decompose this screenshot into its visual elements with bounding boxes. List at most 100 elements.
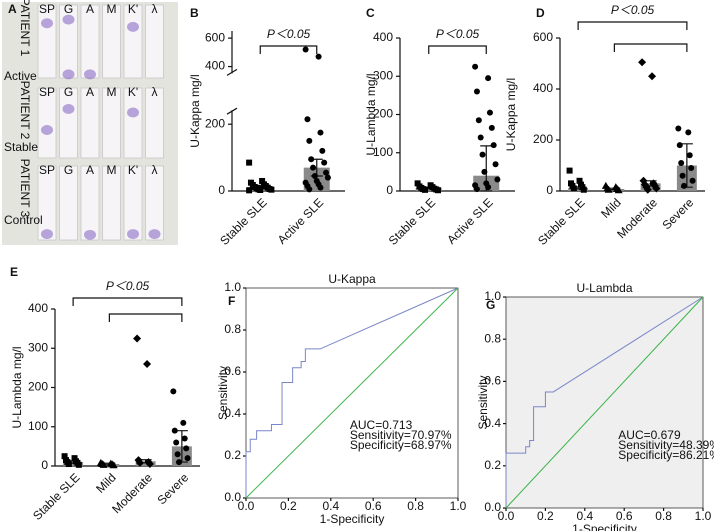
chart-title: U-Kappa xyxy=(328,272,376,286)
lane-label: λ xyxy=(152,85,158,99)
y-tick-label: 1.0 xyxy=(224,280,241,294)
patient-label: PATIENT 3 xyxy=(18,159,32,218)
point xyxy=(317,129,324,136)
y-tick-label: 1.0 xyxy=(484,289,501,303)
band xyxy=(41,125,53,135)
roc-line xyxy=(245,287,459,498)
row-label: Active xyxy=(4,69,37,83)
y-tick-label: 0.6 xyxy=(224,364,241,378)
y-tick-label: 200 xyxy=(205,116,225,130)
bracket xyxy=(108,313,183,322)
significance: P＜0.05 xyxy=(611,3,655,17)
band xyxy=(127,21,139,32)
point xyxy=(61,453,68,460)
roc-line xyxy=(505,296,704,509)
point xyxy=(75,461,82,468)
y-tick-label: 0.4 xyxy=(484,416,501,430)
y-tick-label: 0.2 xyxy=(224,448,241,462)
bracket xyxy=(577,21,688,30)
point xyxy=(643,185,652,194)
patient-label: PATIENT 1 xyxy=(18,0,32,57)
x-tick-label: Mild xyxy=(598,195,623,220)
row-label: Stable xyxy=(4,140,38,154)
point xyxy=(183,445,190,452)
gel-strip xyxy=(145,87,164,159)
x-tick-label: Severe xyxy=(154,470,191,507)
point xyxy=(422,186,429,193)
point xyxy=(302,46,309,53)
gel-strip xyxy=(102,165,121,241)
point xyxy=(109,461,118,469)
y-tick-label: 300 xyxy=(28,340,48,354)
y-tick-label: 200 xyxy=(373,107,393,121)
annotation: AUC=0.713 xyxy=(350,418,413,432)
point xyxy=(143,359,152,368)
lane-label: G xyxy=(64,2,73,16)
lane-label: λ xyxy=(152,163,158,177)
y-tick-label: 0.2 xyxy=(484,458,501,472)
y-tick-label: 100 xyxy=(28,419,48,433)
x-tick-label: 0.2 xyxy=(280,499,297,513)
x-tick-label: 0.4 xyxy=(322,499,339,513)
band xyxy=(62,104,75,114)
bracket xyxy=(259,45,318,54)
y-axis-label: U-Kappa mg/l xyxy=(504,78,518,151)
band xyxy=(41,229,53,240)
chart-title: U-Lambda xyxy=(576,281,632,295)
point xyxy=(324,174,331,181)
x-tick-label: Moderate xyxy=(109,470,155,516)
y-tick-label: 400 xyxy=(373,30,393,44)
gel-strip xyxy=(59,87,78,159)
y-tick-label: 400 xyxy=(533,81,553,95)
point xyxy=(472,63,479,70)
lane-label: M xyxy=(107,85,117,99)
lane-label: K' xyxy=(128,163,138,177)
point xyxy=(99,460,108,468)
point xyxy=(486,109,493,116)
y-tick-label: 400 xyxy=(205,59,225,73)
lane-label: K' xyxy=(128,2,138,16)
y-tick-label: 200 xyxy=(28,380,48,394)
point xyxy=(170,388,177,395)
bar xyxy=(135,461,156,466)
point xyxy=(246,187,253,194)
y-axis-label: Sensitivity xyxy=(476,375,490,429)
band xyxy=(62,14,75,25)
row-label: Control xyxy=(4,213,43,227)
y-tick-label: 100 xyxy=(373,145,393,159)
y-tick-label: 0.0 xyxy=(224,490,241,504)
lane-label: K' xyxy=(128,85,138,99)
point xyxy=(481,168,488,175)
point xyxy=(648,72,657,81)
panel-label: F xyxy=(228,294,235,308)
x-tick-label: 0.0 xyxy=(238,499,255,513)
y-tick-label: 0.8 xyxy=(224,322,241,336)
point xyxy=(304,116,311,123)
point xyxy=(180,419,187,426)
point xyxy=(570,185,577,192)
x-tick-label: Stable SLE xyxy=(535,195,587,247)
annotation: Sensitivity=70.97% xyxy=(350,428,452,442)
panel-label: E xyxy=(10,265,18,279)
point xyxy=(71,455,78,462)
point xyxy=(308,156,315,163)
band xyxy=(62,69,75,80)
point xyxy=(652,184,661,193)
gel-strip xyxy=(37,87,57,159)
gel-strip xyxy=(102,87,121,159)
point xyxy=(689,177,696,184)
x-tick-label: 0.8 xyxy=(407,499,424,513)
y-axis-label: U-Kappa mg/l xyxy=(188,74,202,147)
y-axis-label: Sensitivity xyxy=(216,366,230,420)
gel-strip xyxy=(123,165,143,241)
significance: P＜0.05 xyxy=(436,27,480,41)
y-tick-label: 0.0 xyxy=(484,500,501,514)
point xyxy=(479,151,486,158)
point xyxy=(678,159,685,166)
gel-strip xyxy=(80,165,100,241)
point xyxy=(485,75,492,82)
lane-label: G xyxy=(64,163,73,177)
point xyxy=(614,186,623,194)
point xyxy=(181,435,188,442)
